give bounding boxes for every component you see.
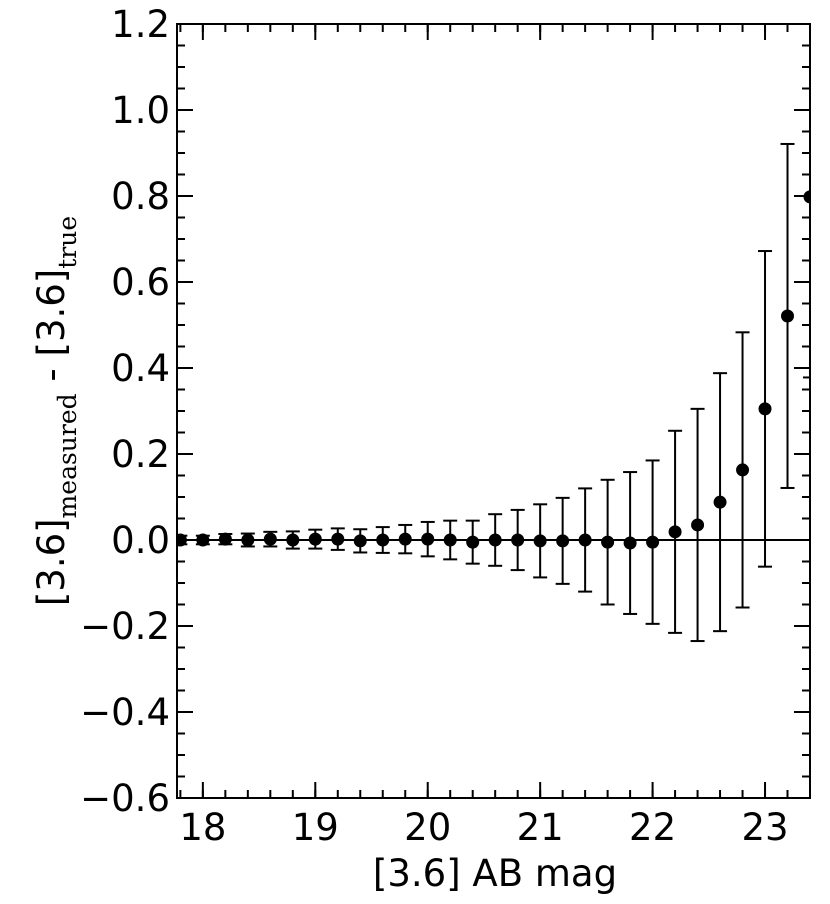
data-point xyxy=(421,532,435,546)
data-point xyxy=(218,532,232,546)
data-point xyxy=(263,532,277,546)
data-point xyxy=(488,533,502,547)
y-tick-label: −0.2 xyxy=(80,605,170,648)
data-point xyxy=(196,533,210,547)
y-tick-label: 0.6 xyxy=(111,261,170,304)
x-tick-label: 20 xyxy=(404,806,451,849)
data-point xyxy=(713,495,727,509)
y-label-sub: measured xyxy=(53,393,82,518)
x-tick-label: 18 xyxy=(179,806,226,849)
data-point xyxy=(241,533,255,547)
x-tick-label: 22 xyxy=(629,806,676,849)
y-label-part: - [3.6] xyxy=(30,269,73,394)
x-tick-label: 23 xyxy=(741,806,788,849)
plot-frame xyxy=(176,23,811,799)
data-point xyxy=(556,534,570,548)
data-point xyxy=(758,402,772,416)
axes: 18 19 20 21 22 23 −0.6 −0.4 −0.2 0.0 0.2 0.4 0.6 0.8 1… xyxy=(80,3,811,849)
data-point xyxy=(443,533,457,547)
data-point xyxy=(353,534,367,548)
y-tick-label: 0.2 xyxy=(111,433,170,476)
x-axis-label: [3.6] AB mag xyxy=(373,852,617,895)
y-tick-label: 0.4 xyxy=(111,347,170,390)
data-point xyxy=(376,533,390,547)
data-point xyxy=(466,535,480,549)
y-axis-label: [3.6]measured - [3.6]true xyxy=(30,216,82,606)
y-tick-label: −0.6 xyxy=(80,777,170,820)
plot-area xyxy=(177,24,810,643)
y-tick-label: 0.0 xyxy=(111,519,170,562)
data-point xyxy=(308,532,322,546)
y-tick-label: 0.8 xyxy=(111,175,170,218)
y-tick-label: 1.0 xyxy=(111,89,170,132)
y-label-part: [3.6] xyxy=(30,518,73,606)
data-point xyxy=(623,536,637,550)
data-point xyxy=(286,533,300,547)
data-point xyxy=(646,535,660,549)
data-point xyxy=(736,463,750,477)
data-point xyxy=(578,533,592,547)
y-label-sub: true xyxy=(53,216,82,269)
x-tick-label: 19 xyxy=(292,806,339,849)
data-point xyxy=(511,533,525,547)
data-point xyxy=(331,532,345,546)
y-tick-label: −0.4 xyxy=(80,691,170,734)
data-point xyxy=(668,525,682,539)
y-tick-label: 1.2 xyxy=(111,3,170,46)
data-point xyxy=(781,309,795,323)
x-tick-label: 21 xyxy=(517,806,564,849)
data-point xyxy=(691,518,705,532)
data-point xyxy=(533,534,547,548)
data-point xyxy=(398,532,412,546)
data-point xyxy=(601,535,615,549)
